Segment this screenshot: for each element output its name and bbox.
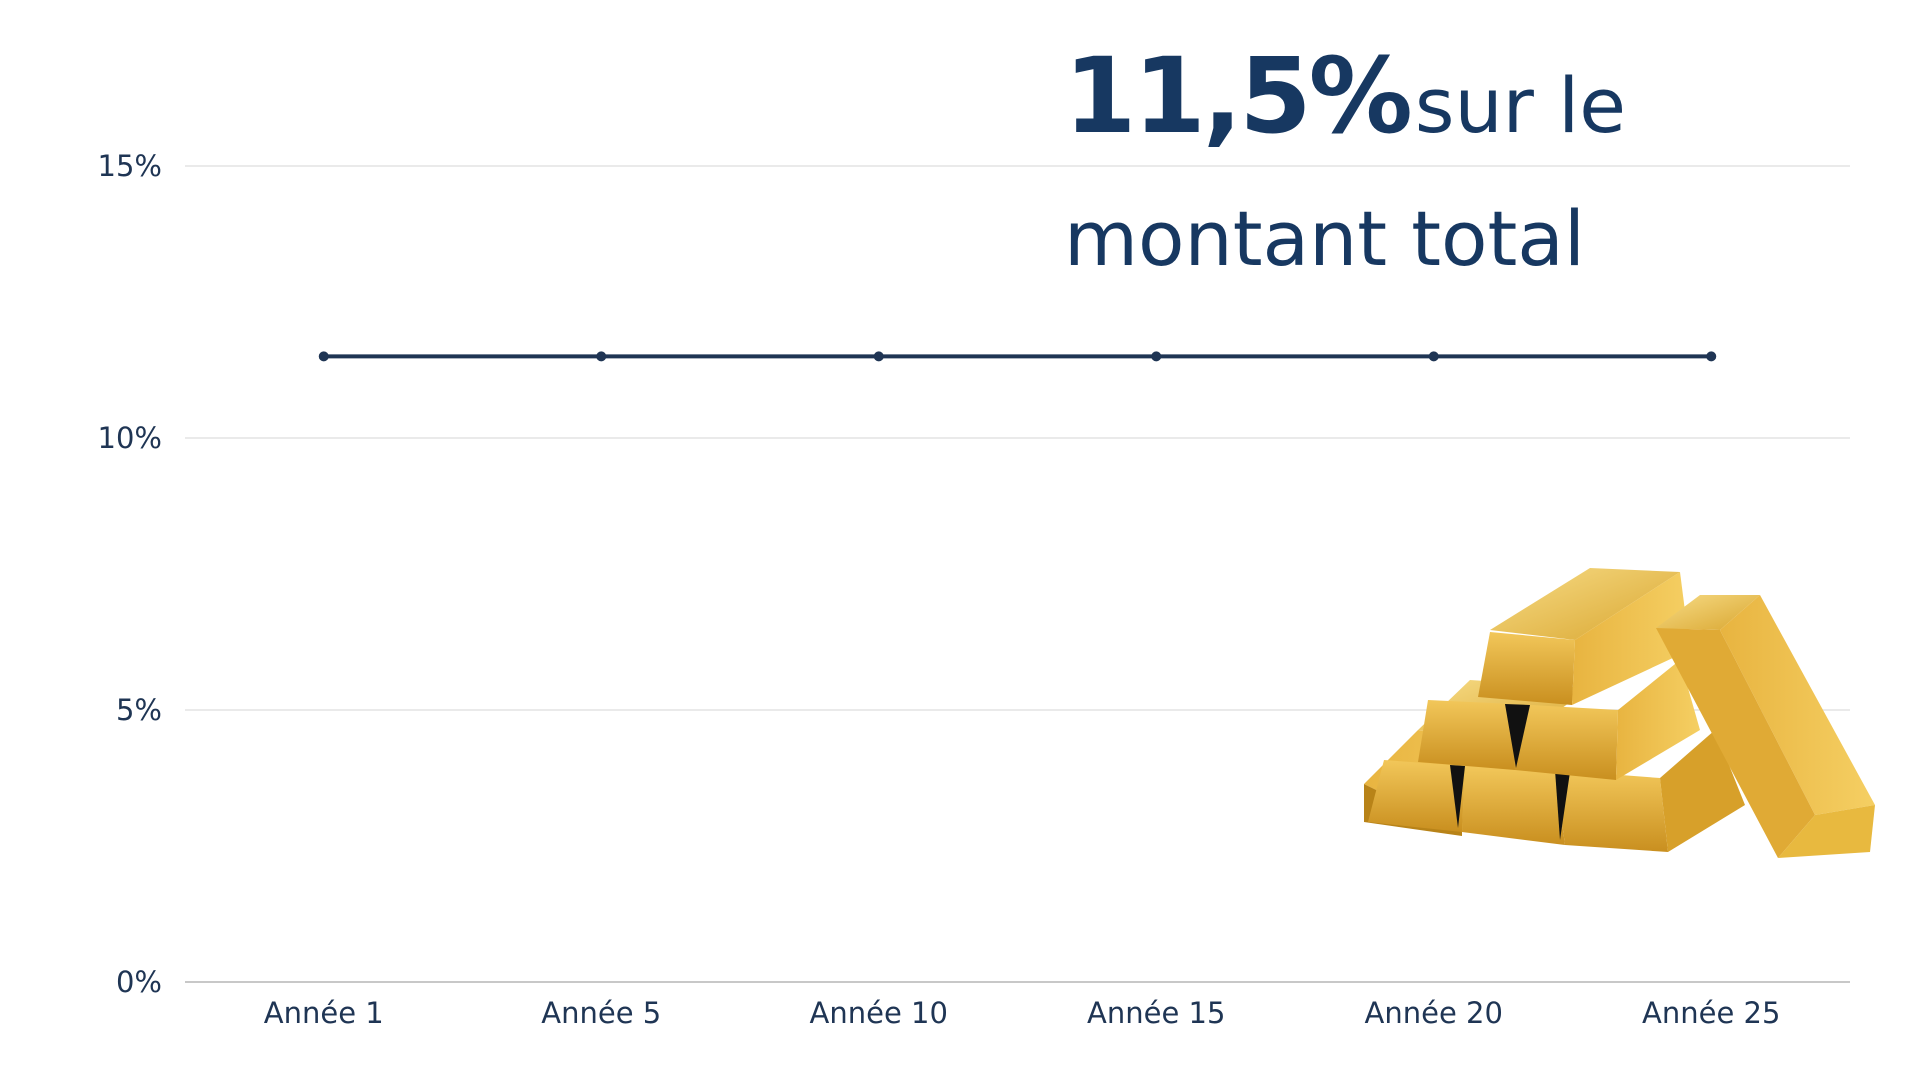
y-axis-ticks: 0% 5% 10% 15%: [98, 149, 162, 999]
data-point: [1428, 351, 1439, 362]
y-tick-label: 0%: [116, 965, 162, 999]
x-tick-label: Année 5: [541, 996, 661, 1030]
data-point: [873, 351, 884, 362]
series-points: [318, 351, 1717, 362]
x-tick-label: Année 20: [1365, 996, 1503, 1030]
headline-text-line2: montant total: [1064, 194, 1585, 283]
gold-bars-icon: [1364, 568, 1875, 858]
x-tick-label: Année 25: [1642, 996, 1780, 1030]
data-point: [1706, 351, 1717, 362]
x-tick-label: Année 15: [1087, 996, 1225, 1030]
x-tick-label: Année 10: [810, 996, 948, 1030]
y-tick-label: 15%: [98, 149, 162, 183]
x-axis-ticks: Année 1 Année 5 Année 10 Année 15 Année 20 An…: [264, 996, 1781, 1030]
data-point: [596, 351, 607, 362]
x-tick-label: Année 1: [264, 996, 384, 1030]
headline-value: 11,5%: [1064, 35, 1413, 157]
data-point: [1151, 351, 1162, 362]
headline: 11,5% sur le montant total: [1064, 40, 1824, 295]
y-tick-label: 10%: [98, 421, 162, 455]
y-tick-label: 5%: [116, 693, 162, 727]
data-point: [318, 351, 329, 362]
headline-text-line1: sur le: [1414, 61, 1626, 150]
